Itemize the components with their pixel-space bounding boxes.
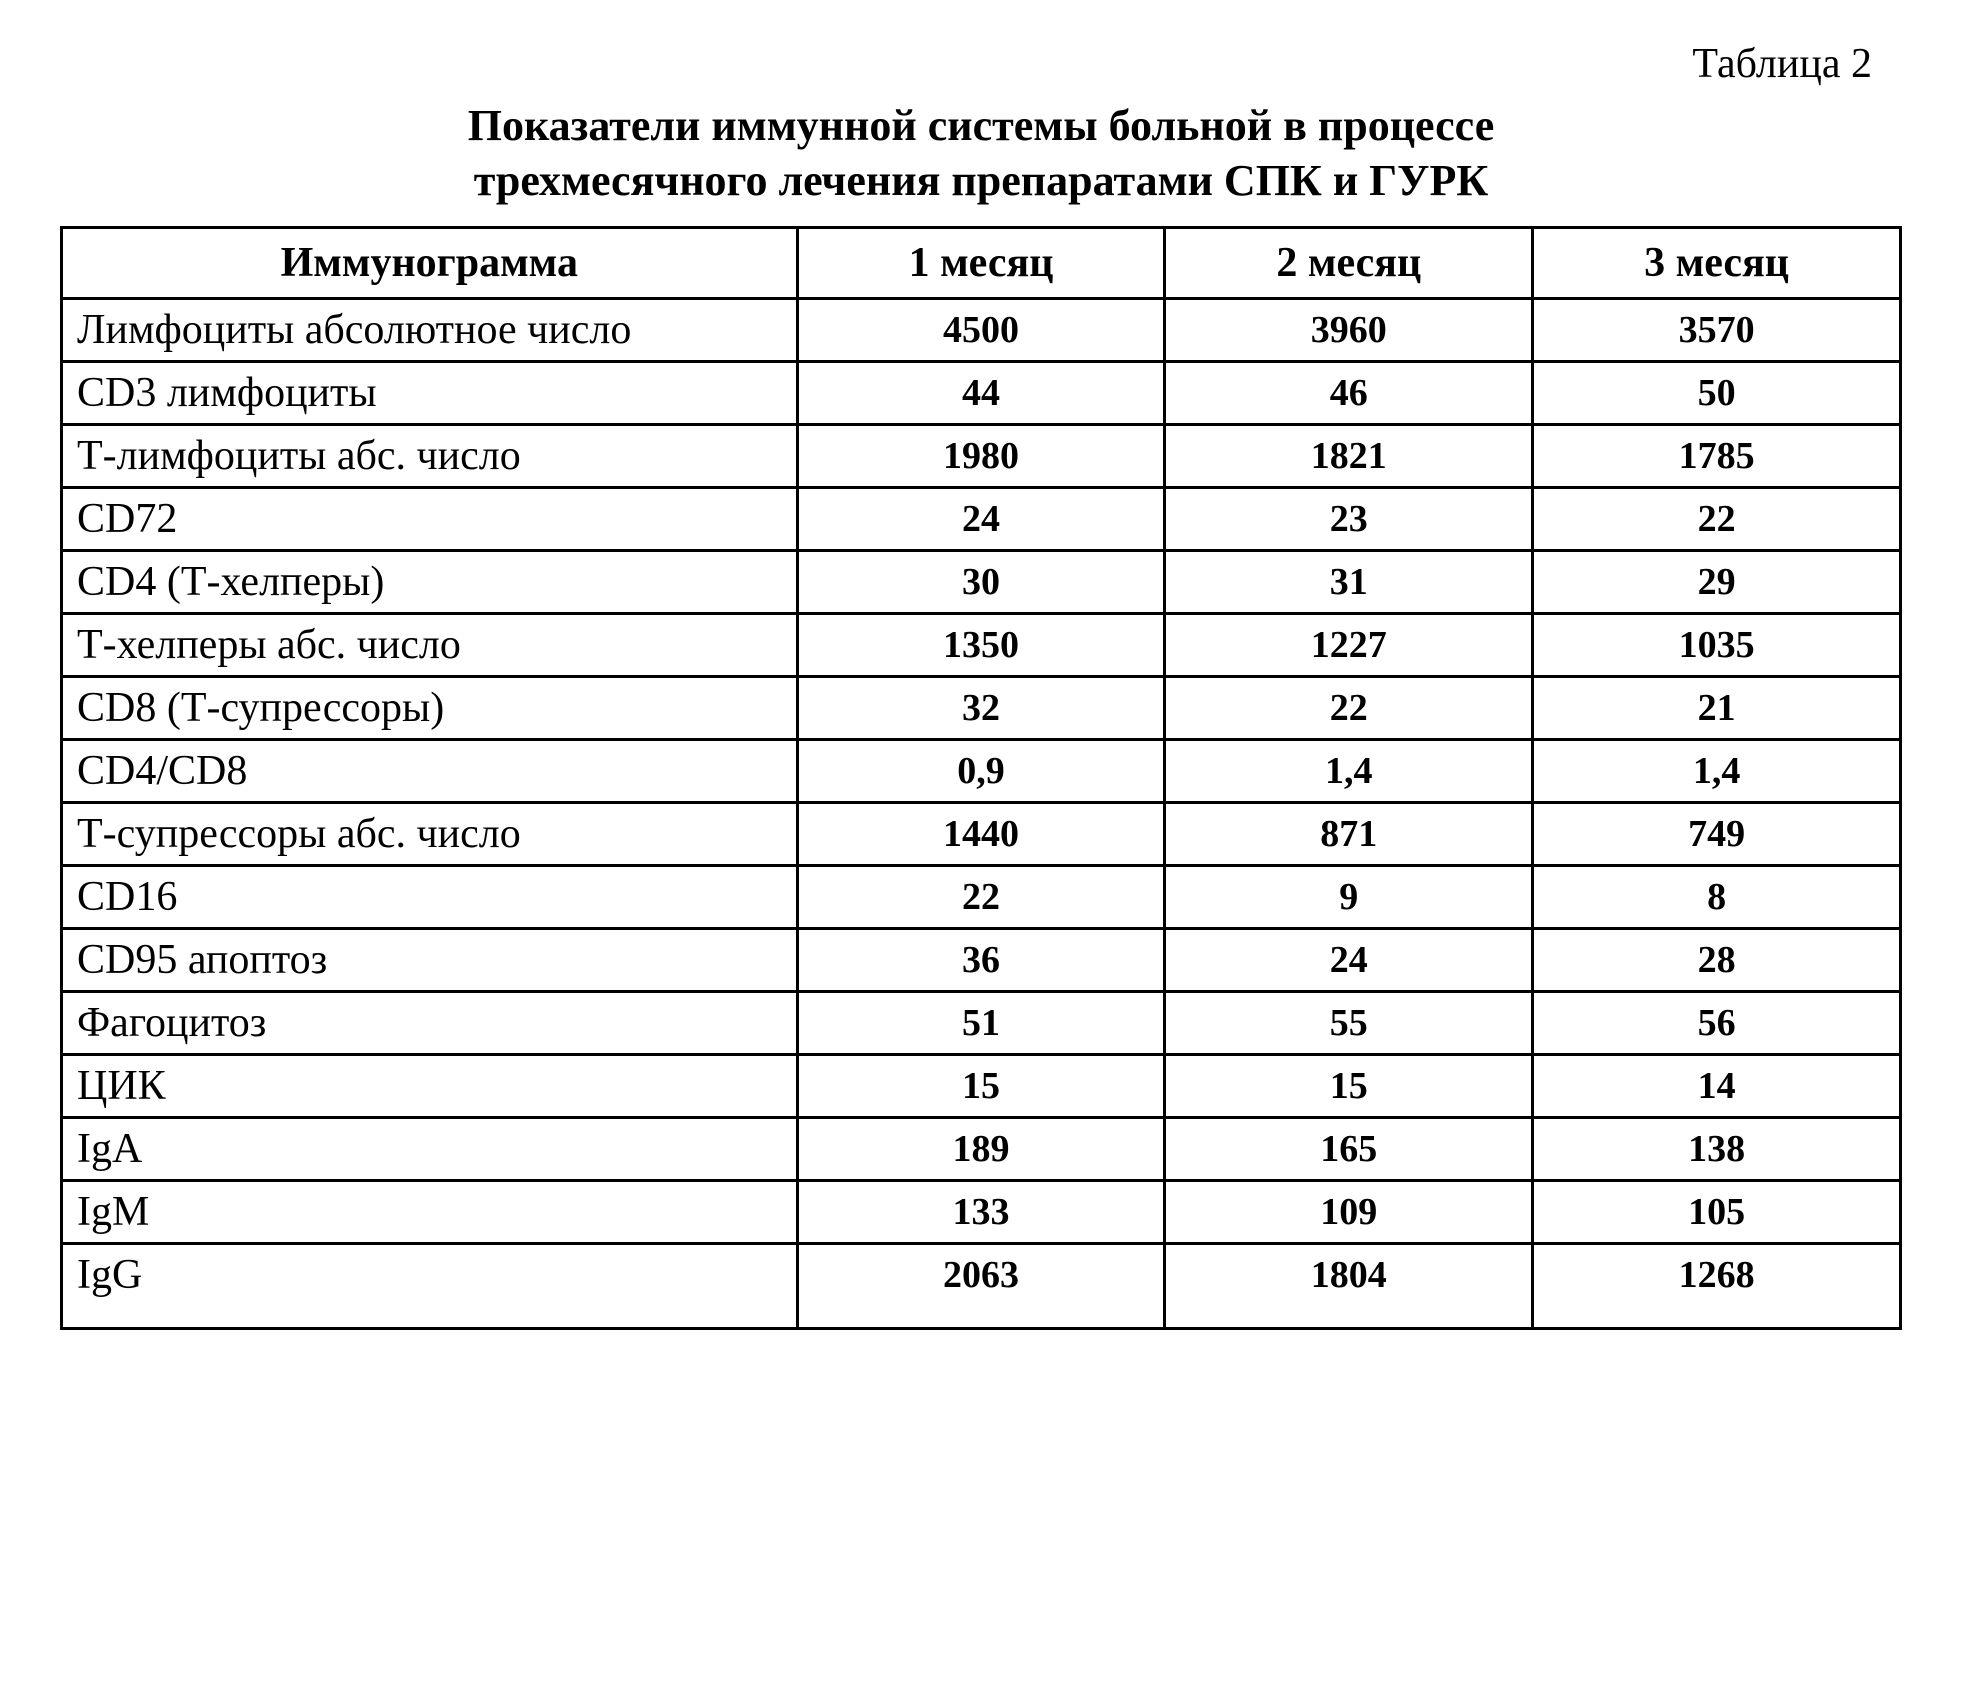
row-name: CD72 xyxy=(62,488,798,551)
row-value: 109 xyxy=(1165,1181,1533,1244)
row-value: 1804 xyxy=(1165,1244,1533,1329)
row-name: IgA xyxy=(62,1118,798,1181)
row-name: IgG xyxy=(62,1244,798,1329)
row-value: 22 xyxy=(797,866,1165,929)
row-value: 871 xyxy=(1165,803,1533,866)
row-name: CD4 (Т-хелперы) xyxy=(62,551,798,614)
table-title-line1: Показатели иммунной системы больной в пр… xyxy=(468,101,1494,150)
row-value: 44 xyxy=(797,362,1165,425)
row-name: Т-хелперы абс. число xyxy=(62,614,798,677)
row-name: CD16 xyxy=(62,866,798,929)
row-name: CD4/CD8 xyxy=(62,740,798,803)
row-value: 3960 xyxy=(1165,299,1533,362)
row-value: 189 xyxy=(797,1118,1165,1181)
immunogram-table: Иммунограмма 1 месяц 2 месяц 3 месяц Лим… xyxy=(60,226,1902,1330)
row-value: 14 xyxy=(1533,1055,1901,1118)
row-name: Т-супрессоры абс. число xyxy=(62,803,798,866)
row-value: 22 xyxy=(1165,677,1533,740)
col-header-month2: 2 месяц xyxy=(1165,228,1533,299)
table-row: CD3 лимфоциты444650 xyxy=(62,362,1901,425)
table-row: CD72242322 xyxy=(62,488,1901,551)
table-body: Лимфоциты абсолютное число450039603570 C… xyxy=(62,299,1901,1329)
row-value: 22 xyxy=(1533,488,1901,551)
table-row: Т-супрессоры абс. число1440871749 xyxy=(62,803,1901,866)
row-value: 0,9 xyxy=(797,740,1165,803)
table-row: CD95 апоптоз362428 xyxy=(62,929,1901,992)
row-name: ЦИК xyxy=(62,1055,798,1118)
table-row: IgM133109105 xyxy=(62,1181,1901,1244)
row-value: 1,4 xyxy=(1165,740,1533,803)
table-title: Показатели иммунной системы больной в пр… xyxy=(131,98,1831,208)
row-value: 36 xyxy=(797,929,1165,992)
row-value: 9 xyxy=(1165,866,1533,929)
row-name: Лимфоциты абсолютное число xyxy=(62,299,798,362)
row-value: 2063 xyxy=(797,1244,1165,1329)
row-value: 21 xyxy=(1533,677,1901,740)
row-value: 23 xyxy=(1165,488,1533,551)
row-value: 46 xyxy=(1165,362,1533,425)
row-name: CD3 лимфоциты xyxy=(62,362,798,425)
table-header-row: Иммунограмма 1 месяц 2 месяц 3 месяц xyxy=(62,228,1901,299)
table-row: CD8 (Т-супрессоры)322221 xyxy=(62,677,1901,740)
row-value: 15 xyxy=(1165,1055,1533,1118)
row-value: 165 xyxy=(1165,1118,1533,1181)
row-value: 1035 xyxy=(1533,614,1901,677)
row-value: 3570 xyxy=(1533,299,1901,362)
row-value: 32 xyxy=(797,677,1165,740)
table-row: Фагоцитоз515556 xyxy=(62,992,1901,1055)
row-value: 1350 xyxy=(797,614,1165,677)
row-value: 29 xyxy=(1533,551,1901,614)
row-value: 1268 xyxy=(1533,1244,1901,1329)
row-value: 55 xyxy=(1165,992,1533,1055)
row-value: 8 xyxy=(1533,866,1901,929)
row-value: 51 xyxy=(797,992,1165,1055)
row-value: 1,4 xyxy=(1533,740,1901,803)
table-row: Т-лимфоциты абс. число198018211785 xyxy=(62,425,1901,488)
table-row: Лимфоциты абсолютное число450039603570 xyxy=(62,299,1901,362)
col-header-month3: 3 месяц xyxy=(1533,228,1901,299)
row-name: Фагоцитоз xyxy=(62,992,798,1055)
row-value: 105 xyxy=(1533,1181,1901,1244)
col-header-month1: 1 месяц xyxy=(797,228,1165,299)
row-value: 28 xyxy=(1533,929,1901,992)
row-value: 15 xyxy=(797,1055,1165,1118)
row-value: 138 xyxy=(1533,1118,1901,1181)
row-name: Т-лимфоциты абс. число xyxy=(62,425,798,488)
row-value: 31 xyxy=(1165,551,1533,614)
row-value: 30 xyxy=(797,551,1165,614)
row-value: 50 xyxy=(1533,362,1901,425)
table-row: CD4 (Т-хелперы)303129 xyxy=(62,551,1901,614)
table-row: CD162298 xyxy=(62,866,1901,929)
row-value: 4500 xyxy=(797,299,1165,362)
row-value: 1440 xyxy=(797,803,1165,866)
row-value: 24 xyxy=(1165,929,1533,992)
table-row: IgG206318041268 xyxy=(62,1244,1901,1329)
table-title-line2: трехмесячного лечения препаратами СПК и … xyxy=(474,156,1489,205)
row-name: CD8 (Т-супрессоры) xyxy=(62,677,798,740)
row-value: 1980 xyxy=(797,425,1165,488)
row-name: CD95 апоптоз xyxy=(62,929,798,992)
row-name: IgM xyxy=(62,1181,798,1244)
table-row: Т-хелперы абс. число135012271035 xyxy=(62,614,1901,677)
row-value: 133 xyxy=(797,1181,1165,1244)
row-value: 749 xyxy=(1533,803,1901,866)
col-header-name: Иммунограмма xyxy=(62,228,798,299)
row-value: 1785 xyxy=(1533,425,1901,488)
row-value: 1821 xyxy=(1165,425,1533,488)
row-value: 56 xyxy=(1533,992,1901,1055)
row-value: 1227 xyxy=(1165,614,1533,677)
table-number-label: Таблица 2 xyxy=(60,40,1872,88)
table-row: CD4/CD80,91,41,4 xyxy=(62,740,1901,803)
table-row: ЦИК151514 xyxy=(62,1055,1901,1118)
table-row: IgA189165138 xyxy=(62,1118,1901,1181)
row-value: 24 xyxy=(797,488,1165,551)
